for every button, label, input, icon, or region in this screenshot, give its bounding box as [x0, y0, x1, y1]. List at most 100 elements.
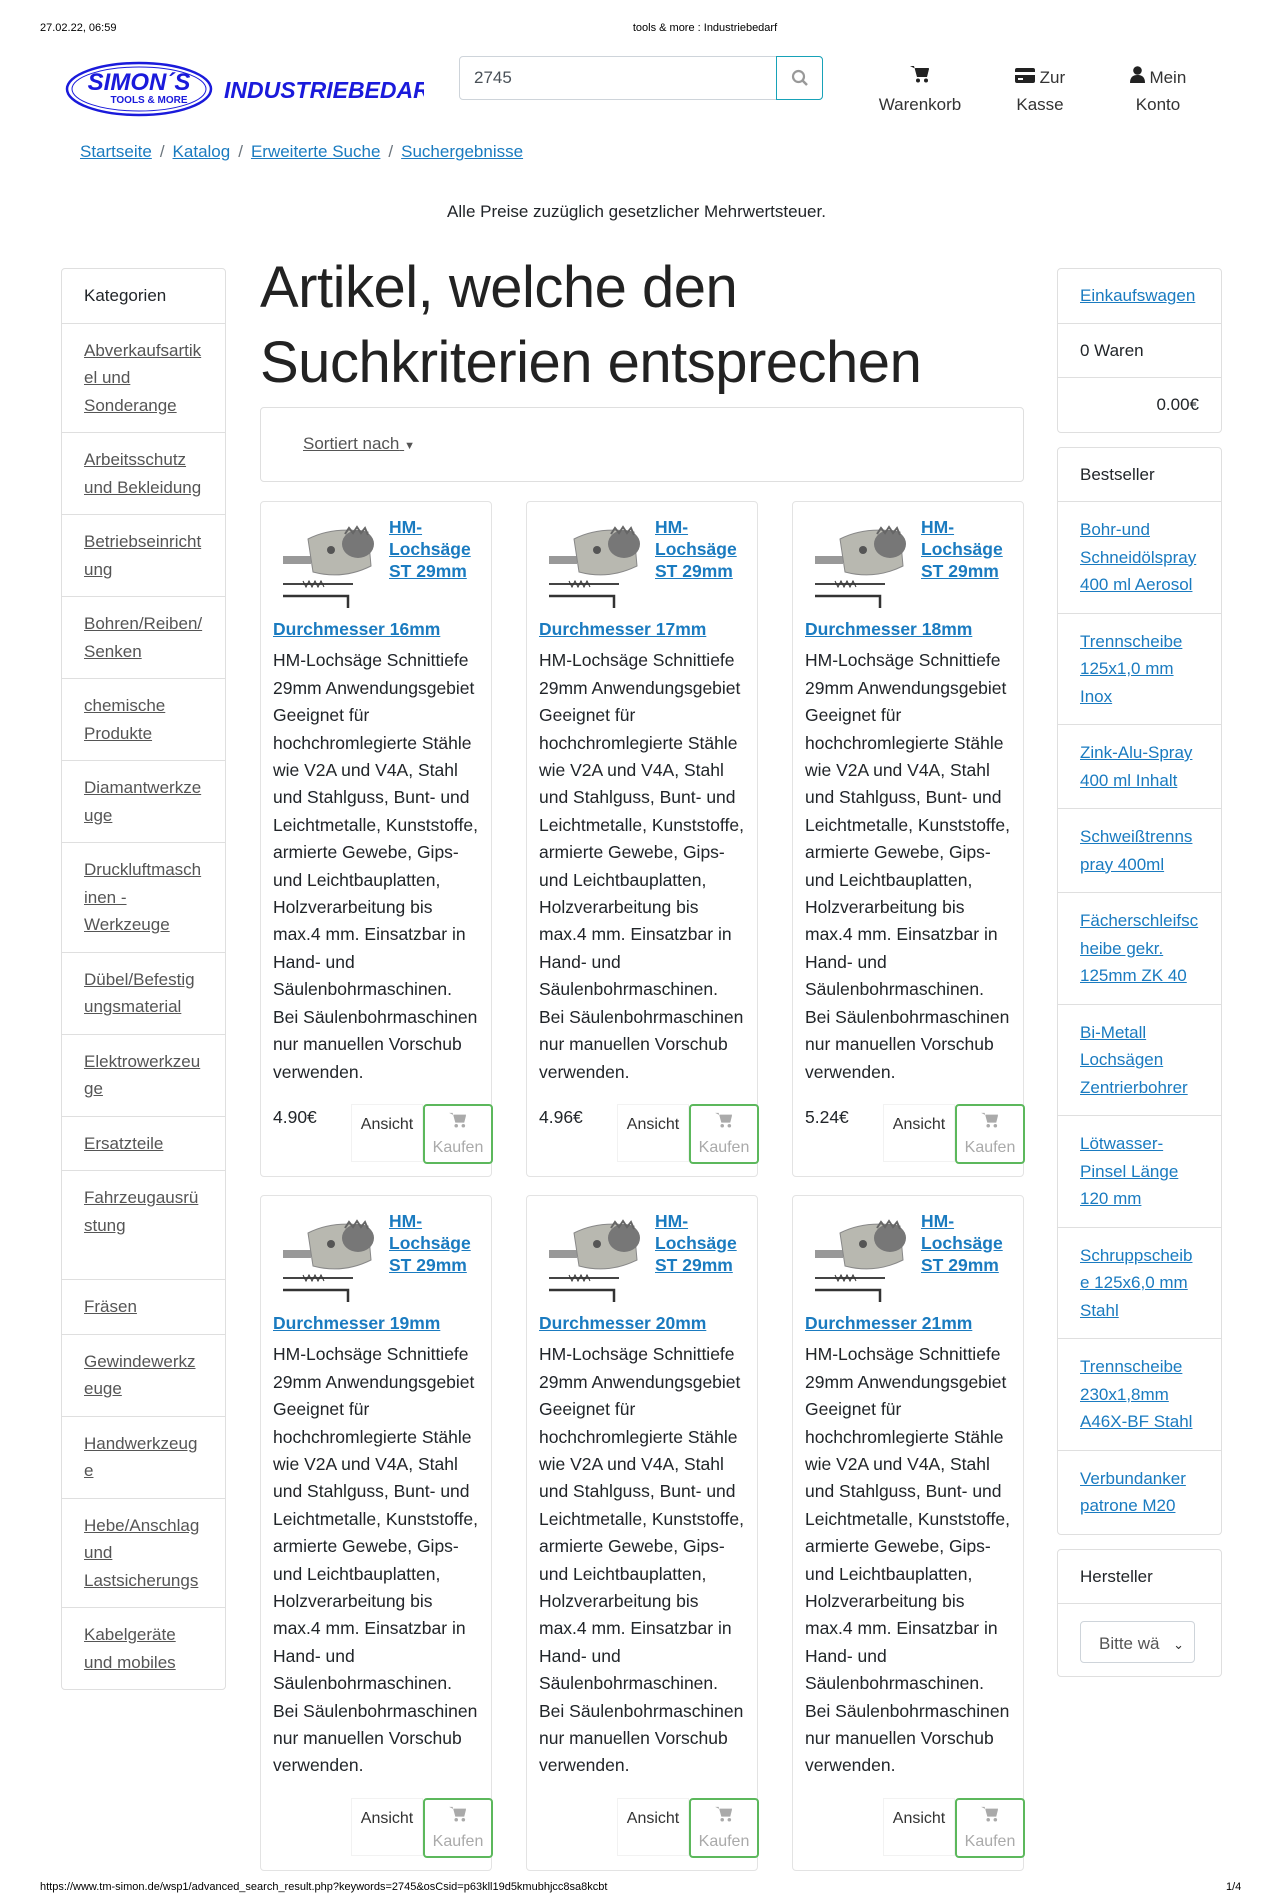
view-button[interactable]: Ansicht [617, 1103, 689, 1162]
product-title-link[interactable]: HM-Lochsäge ST 29mm [655, 517, 737, 581]
breadcrumb-erweiterte-suche[interactable]: Erweiterte Suche [250, 142, 381, 161]
category-link[interactable]: chemische Produkte [84, 696, 166, 743]
product-variant-link[interactable]: Durchmesser 19mm [273, 1312, 441, 1333]
cart-icon [425, 1112, 491, 1136]
cart-icon [957, 1112, 1023, 1136]
breadcrumb: Startseite / Katalog / Erweiterte Suche / Such… [80, 142, 524, 161]
view-button[interactable]: Ansicht [351, 1797, 423, 1856]
product-variant-link[interactable]: Durchmesser 21mm [805, 1312, 973, 1333]
product-card: HM-Lochsäge ST 29mm Durchmesser 20mm HM-… [526, 1194, 759, 1871]
print-page-number: 1/4 [1226, 1881, 1242, 1893]
breadcrumb-suchergebnisse[interactable]: Suchergebnisse [401, 142, 524, 161]
product-card: HM-Lochsäge ST 29mm Durchmesser 16mm HM-… [260, 501, 493, 1177]
breadcrumb-katalog[interactable]: Katalog [172, 142, 231, 161]
page-title: Artikel, welche den Suchkriterien entspr… [260, 255, 922, 395]
manufacturer-panel: Hersteller Bitte wä ⌄ [1057, 1548, 1222, 1677]
buy-button[interactable]: Kaufen [423, 1103, 493, 1164]
buy-button[interactable]: Kaufen [955, 1797, 1025, 1858]
buy-button[interactable]: Kaufen [689, 1797, 759, 1858]
bestseller-link[interactable]: Bi-Metall Lochsägen Zentrierbohrer [1080, 1022, 1188, 1097]
bestseller-link[interactable]: Zink-Alu-Spray 400 ml Inhalt [1080, 743, 1193, 790]
manufacturer-title: Hersteller [1080, 1566, 1153, 1586]
bestseller-item: Fächerschleifscheibe gekr. 125mm ZK 40 [1058, 892, 1221, 1004]
product-image[interactable] [805, 1208, 925, 1303]
sort-bar: Sortiert nach ▼ [260, 407, 1024, 482]
category-link[interactable]: Betriebseinrichtung [84, 532, 202, 579]
category-item: Ersatzteile [62, 1115, 225, 1171]
buy-label: Kaufen [432, 1832, 484, 1850]
print-footer: https://www.tm-simon.de/wsp1/advanced_se… [0, 1881, 1273, 1897]
site-logo[interactable]: SIMON´S TOOLS & MORE INDUSTRIEBEDARF [64, 60, 445, 118]
bestseller-link[interactable]: Lötwasser-Pinsel Länge 120 mm [1080, 1134, 1179, 1208]
product-variant-link[interactable]: Durchmesser 18mm [805, 619, 973, 639]
search-button[interactable] [776, 56, 823, 100]
view-button[interactable]: Ansicht [351, 1103, 423, 1162]
product-variant-link[interactable]: Durchmesser 16mm [273, 619, 441, 639]
category-link[interactable]: Hebe/Anschlag und Lastsicherungs [84, 1515, 200, 1590]
product-title-link[interactable]: HM-Lochsäge ST 29mm [389, 517, 471, 581]
product-image[interactable] [539, 514, 659, 609]
account-label-2: Konto [1135, 95, 1181, 114]
bestseller-link[interactable]: Trennscheibe 125x1,0 mm Inox [1080, 631, 1183, 706]
product-card: HM-Lochsäge ST 29mm Durchmesser 18mm HM-… [792, 501, 1025, 1177]
buy-button[interactable]: Kaufen [423, 1797, 493, 1858]
product-variant-link[interactable]: Durchmesser 20mm [539, 1312, 707, 1333]
breadcrumb-startseite[interactable]: Startseite [80, 142, 152, 161]
buy-label: Kaufen [698, 1138, 750, 1156]
category-link[interactable]: Bohren/Reiben/Senken [84, 614, 203, 661]
category-link[interactable]: Gewindewerkzeuge [84, 1351, 196, 1399]
account-button[interactable]: Mein Konto [1113, 64, 1203, 118]
view-button[interactable]: Ansicht [883, 1103, 955, 1162]
search-input[interactable] [460, 57, 776, 99]
bestseller-link[interactable]: Bohr-und Schneidölspray 400 ml Aerosol [1080, 520, 1197, 594]
product-image[interactable] [273, 514, 393, 609]
product-title-link[interactable]: HM-Lochsäge ST 29mm [389, 1210, 471, 1275]
cart-icon [870, 64, 970, 91]
view-button[interactable]: Ansicht [617, 1797, 689, 1856]
categories-title: Kategorien [84, 286, 167, 305]
product-title-link[interactable]: HM-Lochsäge ST 29mm [921, 517, 1003, 581]
category-link[interactable]: Arbeitsschutz und Bekleidung [84, 450, 202, 497]
bestseller-item: Bi-Metall Lochsägen Zentrierbohrer [1058, 1003, 1221, 1116]
category-link[interactable]: Fräsen [84, 1297, 137, 1316]
category-link[interactable]: Abverkaufsartikel und Sonderange [84, 340, 202, 415]
product-image[interactable] [539, 1208, 659, 1303]
category-link[interactable]: Dübel/Befestigungsmaterial [84, 969, 195, 1017]
buy-button[interactable]: Kaufen [955, 1103, 1025, 1164]
cart-box: Einkaufswagen 0 Waren 0.00€ [1057, 268, 1222, 433]
bestseller-link[interactable]: Schruppscheibe 125x6,0 mm Stahl [1080, 1245, 1193, 1320]
print-datetime: 27.02.22, 06:59 [40, 22, 117, 34]
product-description: HM-Lochsäge Schnittiefe 29mm Anwendungsg… [539, 650, 744, 1082]
category-item: Arbeitsschutz und Bekleidung [62, 432, 225, 514]
product-image[interactable] [273, 1208, 393, 1303]
cart-button[interactable]: Warenkorb [870, 64, 970, 118]
product-title-link[interactable]: HM-Lochsäge ST 29mm [655, 1210, 737, 1275]
category-link[interactable]: Kabelgeräte und mobiles [84, 1625, 176, 1672]
category-link[interactable]: Diamantwerkzeuge [84, 778, 202, 825]
product-variant-link[interactable]: Durchmesser 17mm [539, 619, 707, 639]
view-button[interactable]: Ansicht [883, 1797, 955, 1856]
category-link[interactable]: Fahrzeugausrüstung [84, 1188, 199, 1235]
category-link[interactable]: Druckluftmaschinen - Werkzeuge [84, 860, 202, 934]
product-description: HM-Lochsäge Schnittiefe 29mm Anwendungsg… [539, 1344, 744, 1776]
cart-icon [691, 1806, 757, 1830]
buy-label: Kaufen [964, 1832, 1016, 1850]
category-link[interactable]: Handwerkzeuge [84, 1433, 198, 1481]
product-title-link[interactable]: HM-Lochsäge ST 29mm [921, 1210, 1003, 1275]
bestseller-link[interactable]: Trennscheibe 230x1,8mm A46X-BF Stahl [1080, 1357, 1193, 1431]
category-link[interactable]: Ersatzteile [84, 1133, 164, 1153]
account-label-1: Mein [1149, 68, 1187, 87]
bestseller-link[interactable]: Schweißtrennspray 400ml [1080, 827, 1193, 874]
manufacturer-select[interactable]: Bitte wä ⌄ [1080, 1621, 1195, 1663]
product-price: 4.90€ [273, 1106, 317, 1127]
cart-box-link[interactable]: Einkaufswagen [1080, 286, 1196, 305]
product-image[interactable] [805, 514, 925, 609]
search-bar [459, 56, 823, 100]
bestseller-link[interactable]: Fächerschleifscheibe gekr. 125mm ZK 40 [1080, 911, 1199, 985]
category-link[interactable]: Elektrowerkzeuge [84, 1051, 201, 1099]
category-item: chemische Produkte [62, 678, 225, 760]
buy-button[interactable]: Kaufen [689, 1103, 759, 1164]
sort-dropdown[interactable]: Sortiert nach ▼ [303, 434, 415, 454]
checkout-button[interactable]: Zur Kasse [995, 64, 1085, 118]
bestseller-link[interactable]: Verbundanker patrone M20 [1080, 1468, 1186, 1516]
